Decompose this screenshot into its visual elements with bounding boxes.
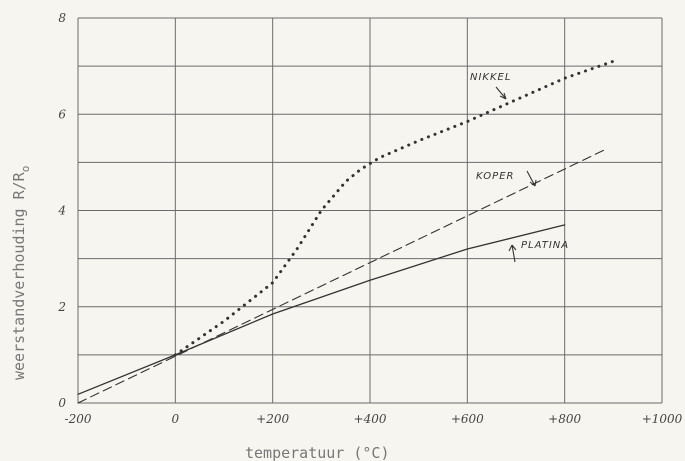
series-layer — [77, 59, 615, 404]
platina-label: PLATINA — [521, 240, 569, 251]
y-tick-label: 8 — [58, 11, 66, 25]
x-tick-label: +600 — [451, 412, 484, 426]
y-tick-label: 0 — [58, 396, 66, 410]
x-tick-label: -200 — [65, 412, 92, 426]
series-line-nikkel — [173, 59, 615, 357]
koper-label: KOPER — [476, 171, 514, 182]
y-axis-title-subscript: o — [19, 166, 32, 173]
koper-arrow — [526, 170, 537, 187]
tick-labels: -200 0 +200 +400 +600 +800 +1000 0 2 4 6 8 — [57, 11, 682, 426]
x-tick-label: 0 — [172, 412, 180, 426]
x-tick-label: +400 — [354, 412, 387, 426]
y-tick-label: 4 — [57, 204, 66, 218]
y-axis-title-group: weerstandverhouding R/Ro — [10, 166, 32, 380]
series-line-koper — [77, 149, 605, 404]
nikkel-label: NIKKEL — [470, 72, 511, 83]
x-tick-label: +800 — [548, 412, 581, 426]
nikkel-arrow — [495, 86, 507, 100]
y-axis-title: weerstandverhouding R/Ro — [10, 166, 32, 380]
x-axis-title: temperatuur (°C) — [245, 444, 390, 461]
platina-arrow — [508, 244, 517, 263]
y-axis-title-main: weerstandverhouding R/R — [10, 171, 28, 380]
x-tick-label: +200 — [256, 412, 289, 426]
y-tick-label: 2 — [57, 300, 66, 314]
grid — [77, 17, 663, 404]
x-tick-label: +1000 — [642, 412, 683, 426]
series-line-platina — [77, 224, 566, 395]
y-tick-label: 6 — [58, 107, 66, 121]
